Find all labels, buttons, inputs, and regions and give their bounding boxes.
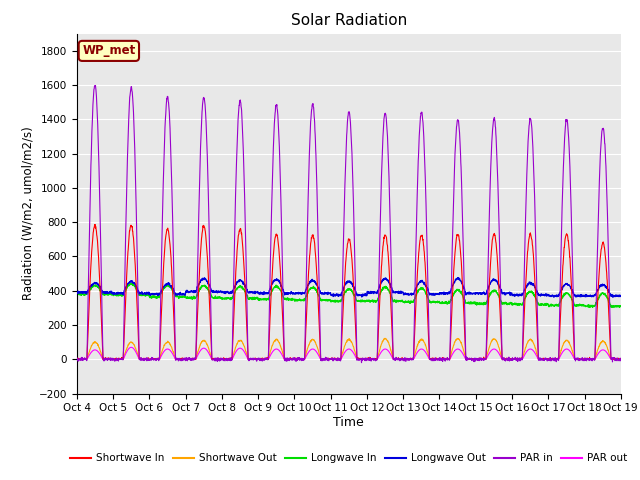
Legend: Shortwave In, Shortwave Out, Longwave In, Longwave Out, PAR in, PAR out: Shortwave In, Shortwave Out, Longwave In… bbox=[66, 449, 632, 468]
Y-axis label: Radiation (W/m2, umol/m2/s): Radiation (W/m2, umol/m2/s) bbox=[22, 127, 35, 300]
Text: WP_met: WP_met bbox=[82, 44, 136, 58]
Title: Solar Radiation: Solar Radiation bbox=[291, 13, 407, 28]
X-axis label: Time: Time bbox=[333, 416, 364, 429]
